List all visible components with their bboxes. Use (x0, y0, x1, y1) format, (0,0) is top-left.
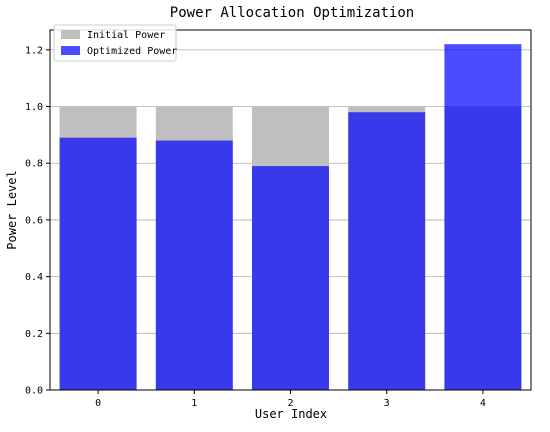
x-tick-label: 0 (95, 398, 101, 409)
y-tick-label: 0.4 (25, 272, 43, 283)
y-tick-label: 1.2 (25, 45, 43, 56)
x-axis-ticks: 0 1 2 3 4 (95, 390, 486, 409)
x-tick-label: 3 (384, 398, 390, 409)
y-axis-ticks: 0.0 0.2 0.4 0.6 0.8 1.0 1.2 (25, 45, 50, 397)
bars-layer (59, 44, 522, 391)
x-tick-label: 4 (480, 398, 486, 409)
bar-optimized-power-user-2 (252, 166, 329, 390)
bar-optimized-power-user-1 (155, 140, 233, 390)
y-tick-label: 0.8 (25, 159, 43, 170)
y-tick-label: 1.0 (25, 102, 43, 113)
y-tick-label: 0.0 (25, 386, 43, 397)
x-tick-label: 2 (287, 398, 293, 409)
legend: Initial Power Optimized Power (53, 24, 177, 62)
y-axis-title: Power Level (5, 170, 19, 249)
y-tick-label: 0.6 (25, 215, 43, 226)
chart-title: Power Allocation Optimization (170, 5, 414, 21)
legend-swatch-optimized-power (61, 46, 80, 55)
x-tick-label: 1 (191, 398, 197, 409)
legend-box (53, 24, 177, 62)
bar-optimized-power-user-3 (348, 112, 426, 391)
x-axis-title: User Index (255, 407, 327, 421)
bar-optimized-power-user-0 (59, 137, 137, 390)
legend-label-initial-power: Initial Power (87, 30, 165, 41)
legend-label-optimized-power: Optimized Power (87, 46, 177, 57)
y-tick-label: 0.2 (25, 329, 43, 340)
legend-swatch-initial-power (61, 30, 80, 39)
bar-optimized-power-user-4 (444, 44, 522, 391)
